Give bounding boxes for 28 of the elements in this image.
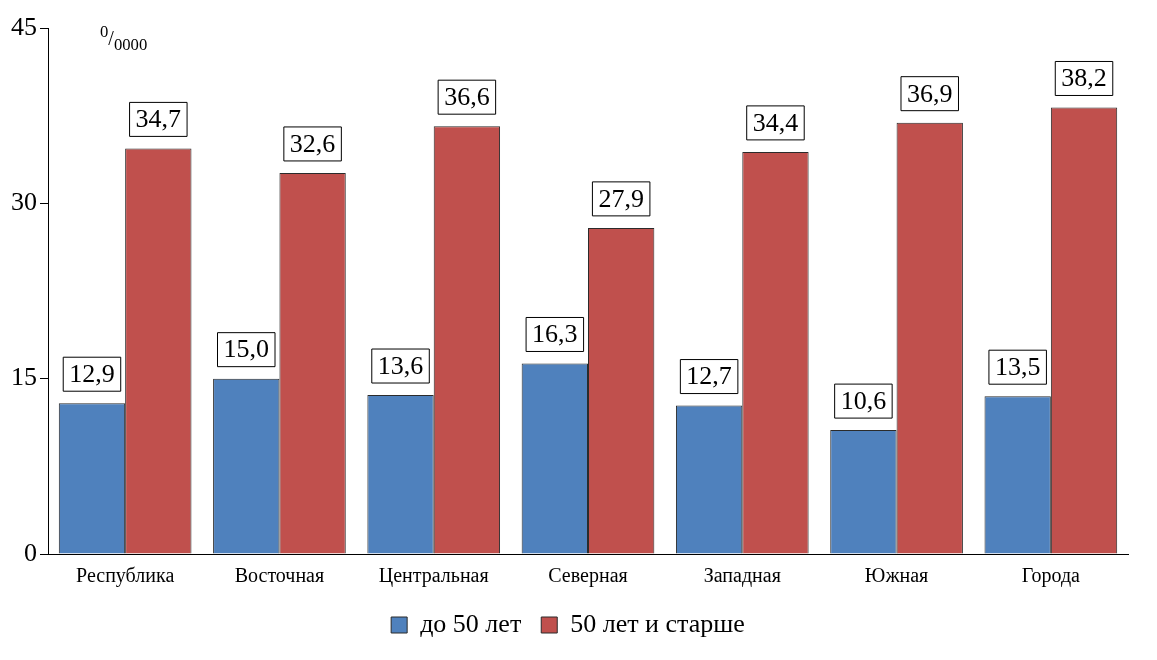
x-tick-label: Города (1021, 564, 1081, 588)
data-label: 13,5 (994, 352, 1041, 382)
data-label: 15,0 (223, 334, 270, 364)
y-tick-label: 30 (11, 187, 37, 217)
data-label: 34,7 (135, 104, 182, 134)
data-label: 16,3 (532, 319, 578, 349)
data-label: 13,6 (377, 350, 424, 380)
data-label: 12,7 (686, 361, 732, 391)
x-tick-label: Восточная (234, 564, 325, 587)
legend-label: 50 лет и старше (570, 608, 745, 638)
x-tick-label: Западная (703, 564, 781, 588)
data-label: 38,2 (1061, 63, 1107, 93)
x-tick-label: Центральная (378, 564, 489, 588)
data-label: 32,6 (289, 128, 336, 158)
data-label: 12,9 (69, 359, 115, 389)
data-label: 10,6 (840, 385, 887, 415)
y-tick-label: 45 (11, 11, 37, 41)
y-tick-label: 0 (24, 537, 37, 567)
x-tick-label: Северная (548, 564, 628, 588)
data-label: 27,9 (598, 183, 644, 213)
data-label: 36,9 (906, 78, 953, 108)
legend-label: до 50 лет (420, 608, 522, 638)
data-label: 34,4 (752, 107, 799, 137)
annotation: $^{0}$/$_{0000}$ (100, 22, 148, 55)
x-tick-label: Республика (76, 564, 175, 588)
data-label: 36,6 (444, 82, 490, 112)
x-tick-label: Южная (864, 564, 929, 587)
y-tick-label: 15 (11, 362, 37, 392)
